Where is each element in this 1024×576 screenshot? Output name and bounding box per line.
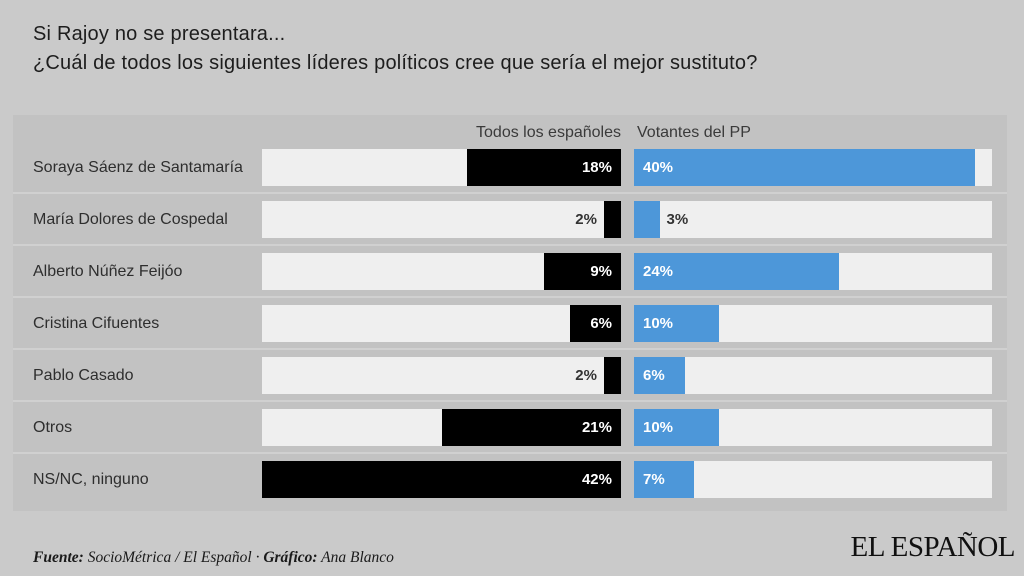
bar-todos: 18% xyxy=(467,149,621,186)
track-todos: 6% xyxy=(262,305,621,342)
row-label: Otros xyxy=(33,418,73,436)
bar-votantes: 10% xyxy=(634,409,720,446)
chart-title: Si Rajoy no se presentara... ¿Cuál de to… xyxy=(33,20,758,78)
column-header-votantes: Votantes del PP xyxy=(637,124,751,141)
source-note: Fuente: SocioMétrica / El Español · Gráf… xyxy=(33,549,394,567)
row-label: María Dolores de Cospedal xyxy=(33,210,228,228)
chart-row: Soraya Sáenz de Santamaría 18% 40% xyxy=(13,149,1007,186)
bar-votantes: 40% xyxy=(634,149,975,186)
track-todos: 42% xyxy=(262,461,621,498)
bar-value-votantes: 40% xyxy=(643,159,674,176)
track-votantes: 10% xyxy=(634,409,992,446)
bar-value-votantes: 10% xyxy=(643,315,674,332)
bar-value-votantes: 3% xyxy=(666,211,689,228)
bar-value-todos: 9% xyxy=(590,263,612,280)
chart-row: Alberto Núñez Feijóo 9% 24% xyxy=(13,253,1007,290)
bar-value-todos: 42% xyxy=(581,471,612,488)
track-todos: 21% xyxy=(262,409,621,446)
bar-todos: 9% xyxy=(544,253,621,290)
bar-value-votantes: 10% xyxy=(643,419,674,436)
row-label: Soraya Sáenz de Santamaría xyxy=(33,158,243,176)
credit-text: Ana Blanco xyxy=(317,549,394,566)
row-divider xyxy=(13,452,1007,454)
column-header-todos: Todos los españoles xyxy=(476,124,621,141)
bar-todos xyxy=(603,357,621,394)
chart-rows: Soraya Sáenz de Santamaría 18% 40% María Do… xyxy=(13,149,1007,498)
chart-title-line2: ¿Cuál de todos los siguientes líderes po… xyxy=(33,52,758,74)
column-gap xyxy=(621,149,634,186)
track-todos: 2% xyxy=(262,357,621,394)
source-text: SocioMétrica / El Español · xyxy=(83,549,264,566)
chart-title-line1: Si Rajoy no se presentara... xyxy=(33,23,286,45)
bar-value-todos: 2% xyxy=(575,367,597,384)
bar-value-votantes: 7% xyxy=(643,471,665,488)
column-gap xyxy=(621,305,634,342)
column-headers: Todos los españoles Votantes del PP xyxy=(13,115,1007,149)
row-divider xyxy=(13,348,1007,350)
track-votantes: 3% xyxy=(634,201,992,238)
row-label: NS/NC, ninguno xyxy=(33,470,149,488)
credit-label: Gráfico: xyxy=(263,549,318,566)
bar-votantes: 24% xyxy=(634,253,839,290)
chart-row: Pablo Casado 2% 6% xyxy=(13,357,1007,394)
row-label: Alberto Núñez Feijóo xyxy=(33,262,183,280)
chart-panel: Todos los españoles Votantes del PP Sora… xyxy=(13,115,1007,511)
track-todos: 9% xyxy=(262,253,621,290)
column-gap xyxy=(621,201,634,238)
track-votantes: 6% xyxy=(634,357,992,394)
el-espanol-logo: EL ESPAÑOL xyxy=(850,531,1016,563)
track-todos: 2% xyxy=(262,201,621,238)
chart-row: María Dolores de Cospedal 2% 3% xyxy=(13,201,1007,238)
bar-todos xyxy=(603,201,621,238)
bar-value-todos: 6% xyxy=(590,315,612,332)
chart-row: Otros 21% 10% xyxy=(13,409,1007,446)
row-label: Cristina Cifuentes xyxy=(33,314,160,332)
row-divider xyxy=(13,244,1007,246)
track-todos: 18% xyxy=(262,149,621,186)
bar-value-votantes: 24% xyxy=(643,263,674,280)
column-gap xyxy=(621,357,634,394)
bar-value-votantes: 6% xyxy=(643,367,665,384)
row-divider xyxy=(13,296,1007,298)
track-votantes: 10% xyxy=(634,305,992,342)
row-divider xyxy=(13,192,1007,194)
bar-value-todos: 2% xyxy=(575,211,597,228)
bar-votantes xyxy=(634,201,660,238)
bar-value-todos: 21% xyxy=(581,419,612,436)
bar-todos: 6% xyxy=(569,305,621,342)
chart-row: NS/NC, ninguno 42% 7% xyxy=(13,461,1007,498)
bar-todos: 21% xyxy=(441,409,621,446)
bar-votantes: 10% xyxy=(634,305,720,342)
row-label: Pablo Casado xyxy=(33,366,134,384)
source-label: Fuente: xyxy=(33,549,84,566)
track-votantes: 40% xyxy=(634,149,992,186)
column-gap xyxy=(621,253,634,290)
track-votantes: 24% xyxy=(634,253,992,290)
column-gap xyxy=(621,461,634,498)
track-votantes: 7% xyxy=(634,461,992,498)
bar-value-todos: 18% xyxy=(581,159,612,176)
column-gap xyxy=(621,409,634,446)
bar-todos: 42% xyxy=(262,461,621,498)
row-divider xyxy=(13,400,1007,402)
bar-votantes: 6% xyxy=(634,357,686,394)
chart-row: Cristina Cifuentes 6% 10% xyxy=(13,305,1007,342)
bar-votantes: 7% xyxy=(634,461,694,498)
